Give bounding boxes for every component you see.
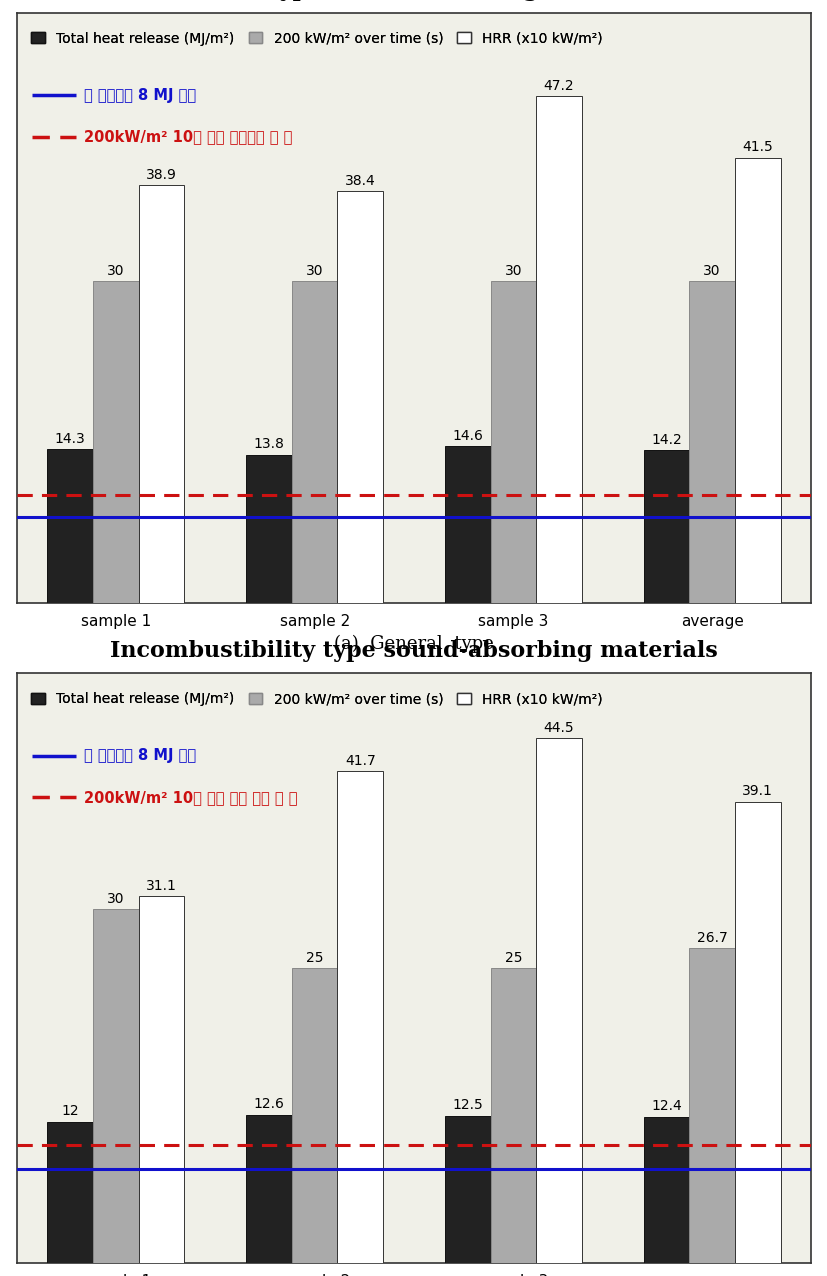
Text: 12: 12 (61, 1104, 79, 1118)
Text: 30: 30 (702, 264, 720, 278)
Bar (246, 1115, 291, 1263)
Bar (688, 281, 734, 602)
Point (126, 586, 136, 601)
Text: 30: 30 (107, 264, 125, 278)
Bar (536, 739, 581, 1263)
Bar (47, 449, 93, 602)
Bar (444, 447, 490, 602)
Bar (246, 454, 291, 602)
Bar (337, 191, 383, 602)
Bar (291, 968, 337, 1263)
Point (115, 587, 125, 602)
Text: 12.6: 12.6 (253, 1097, 284, 1111)
Bar (643, 450, 688, 602)
Bar (734, 157, 780, 602)
Bar (139, 896, 184, 1263)
Bar (688, 948, 734, 1263)
Text: (a)  General  type: (a) General type (334, 634, 493, 653)
Text: 41.7: 41.7 (345, 754, 375, 768)
Bar (490, 281, 536, 602)
Bar (93, 910, 139, 1263)
Bar (139, 185, 184, 602)
Point (126, 587, 136, 602)
Text: 30: 30 (107, 892, 125, 906)
Bar (337, 771, 383, 1263)
Text: 쉰 열방출량 8 MJ 이하: 쉰 열방출량 8 MJ 이하 (84, 749, 196, 763)
Legend: Total heat release (MJ/m²), 200 kW/m² over time (s), HRR (x10 kW/m²): Total heat release (MJ/m²), 200 kW/m² ov… (31, 692, 602, 706)
Text: 30: 30 (305, 264, 323, 278)
Bar (536, 97, 581, 602)
Bar (291, 281, 337, 602)
Point (126, 1245, 136, 1261)
Bar (734, 803, 780, 1263)
Point (115, 1245, 125, 1261)
Text: 14.2: 14.2 (650, 433, 681, 447)
Text: 38.4: 38.4 (345, 174, 375, 188)
Title: Incombustibility type sound-absorbing materials: Incombustibility type sound-absorbing ma… (110, 639, 717, 662)
Bar (93, 281, 139, 602)
Text: 26.7: 26.7 (696, 930, 727, 944)
Text: 12.4: 12.4 (650, 1100, 681, 1114)
Text: 30: 30 (504, 264, 522, 278)
Bar (47, 1122, 93, 1263)
Bar (490, 968, 536, 1263)
Text: 25: 25 (305, 951, 323, 965)
Text: 39.1: 39.1 (742, 785, 772, 799)
Bar (643, 1116, 688, 1263)
Point (115, 586, 125, 601)
Text: 14.3: 14.3 (55, 433, 85, 447)
Text: 25: 25 (504, 951, 522, 965)
Text: 쉰 열방출량 8 MJ 이하: 쉰 열방출량 8 MJ 이하 (84, 88, 196, 103)
Text: 12.5: 12.5 (452, 1099, 482, 1113)
Text: 13.8: 13.8 (253, 438, 284, 452)
Text: 200kW/m² 10초 이상 조과 하지 말 것: 200kW/m² 10초 이상 조과 하지 말 것 (84, 790, 297, 805)
Text: 41.5: 41.5 (742, 140, 772, 154)
Text: 14.6: 14.6 (452, 429, 482, 443)
Text: 38.9: 38.9 (146, 168, 177, 182)
Text: 31.1: 31.1 (146, 879, 177, 893)
Text: 44.5: 44.5 (543, 721, 574, 735)
Text: 47.2: 47.2 (543, 79, 574, 93)
Point (126, 1247, 136, 1262)
Bar (444, 1115, 490, 1263)
Point (115, 1247, 125, 1262)
Text: 200kW/m² 10초 이상 조과하지 말 것: 200kW/m² 10초 이상 조과하지 말 것 (84, 129, 292, 144)
Legend: Total heat release (MJ/m²), 200 kW/m² over time (s), HRR (x10 kW/m²): Total heat release (MJ/m²), 200 kW/m² ov… (31, 32, 602, 46)
